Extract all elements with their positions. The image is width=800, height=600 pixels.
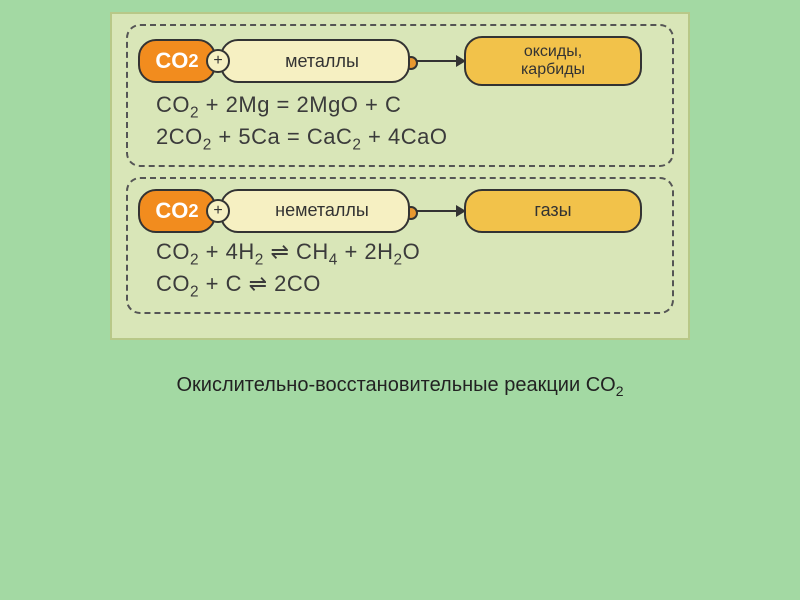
equation: CO2 + C ⇌ 2CO xyxy=(156,271,662,301)
reactant-nonmetals: неметаллы xyxy=(220,189,410,233)
reactant-co2: CO2 xyxy=(138,39,216,83)
reaction-row: CO2 + металлы оксиды, карбиды xyxy=(138,36,662,86)
caption: Окислительно-восстановительные реакции C… xyxy=(176,374,623,399)
equation: CO2 + 4H2 ⇌ CH4 + 2H2O xyxy=(156,239,662,269)
reaction-block-metals: CO2 + металлы оксиды, карбиды CO2 + 2Mg … xyxy=(126,24,674,167)
arrow-icon xyxy=(406,210,464,212)
plus-icon: + xyxy=(206,49,230,73)
reactant-co2: CO2 xyxy=(138,189,216,233)
plus-icon: + xyxy=(206,199,230,223)
diagram-card: CO2 + металлы оксиды, карбиды CO2 + 2Mg … xyxy=(110,12,690,340)
reactant-metals: металлы xyxy=(220,39,410,83)
reaction-row: CO2 + неметаллы газы xyxy=(138,189,662,233)
reaction-block-nonmetals: CO2 + неметаллы газы CO2 + 4H2 ⇌ CH4 + 2… xyxy=(126,177,674,314)
product-gases: газы xyxy=(464,189,642,233)
arrow-icon xyxy=(406,60,464,62)
equation: CO2 + 2Mg = 2MgO + C xyxy=(156,92,662,122)
product-line2: карбиды xyxy=(521,61,585,78)
product-oxides-carbides: оксиды, карбиды xyxy=(464,36,642,86)
equation: 2CO2 + 5Ca = CaC2 + 4CaO xyxy=(156,124,662,154)
product-line1: оксиды, xyxy=(524,43,582,60)
